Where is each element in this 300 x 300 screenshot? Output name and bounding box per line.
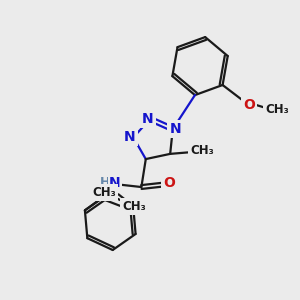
Text: CH₃: CH₃ [190,144,214,158]
Text: N: N [124,130,136,144]
Text: N: N [109,176,121,190]
Text: CH₃: CH₃ [92,186,116,199]
Text: CH₃: CH₃ [122,200,146,213]
Text: N: N [142,112,154,126]
Text: H: H [100,176,110,189]
Text: N: N [169,122,181,136]
Text: O: O [163,176,175,190]
Text: CH₃: CH₃ [266,103,289,116]
Text: O: O [243,98,255,112]
